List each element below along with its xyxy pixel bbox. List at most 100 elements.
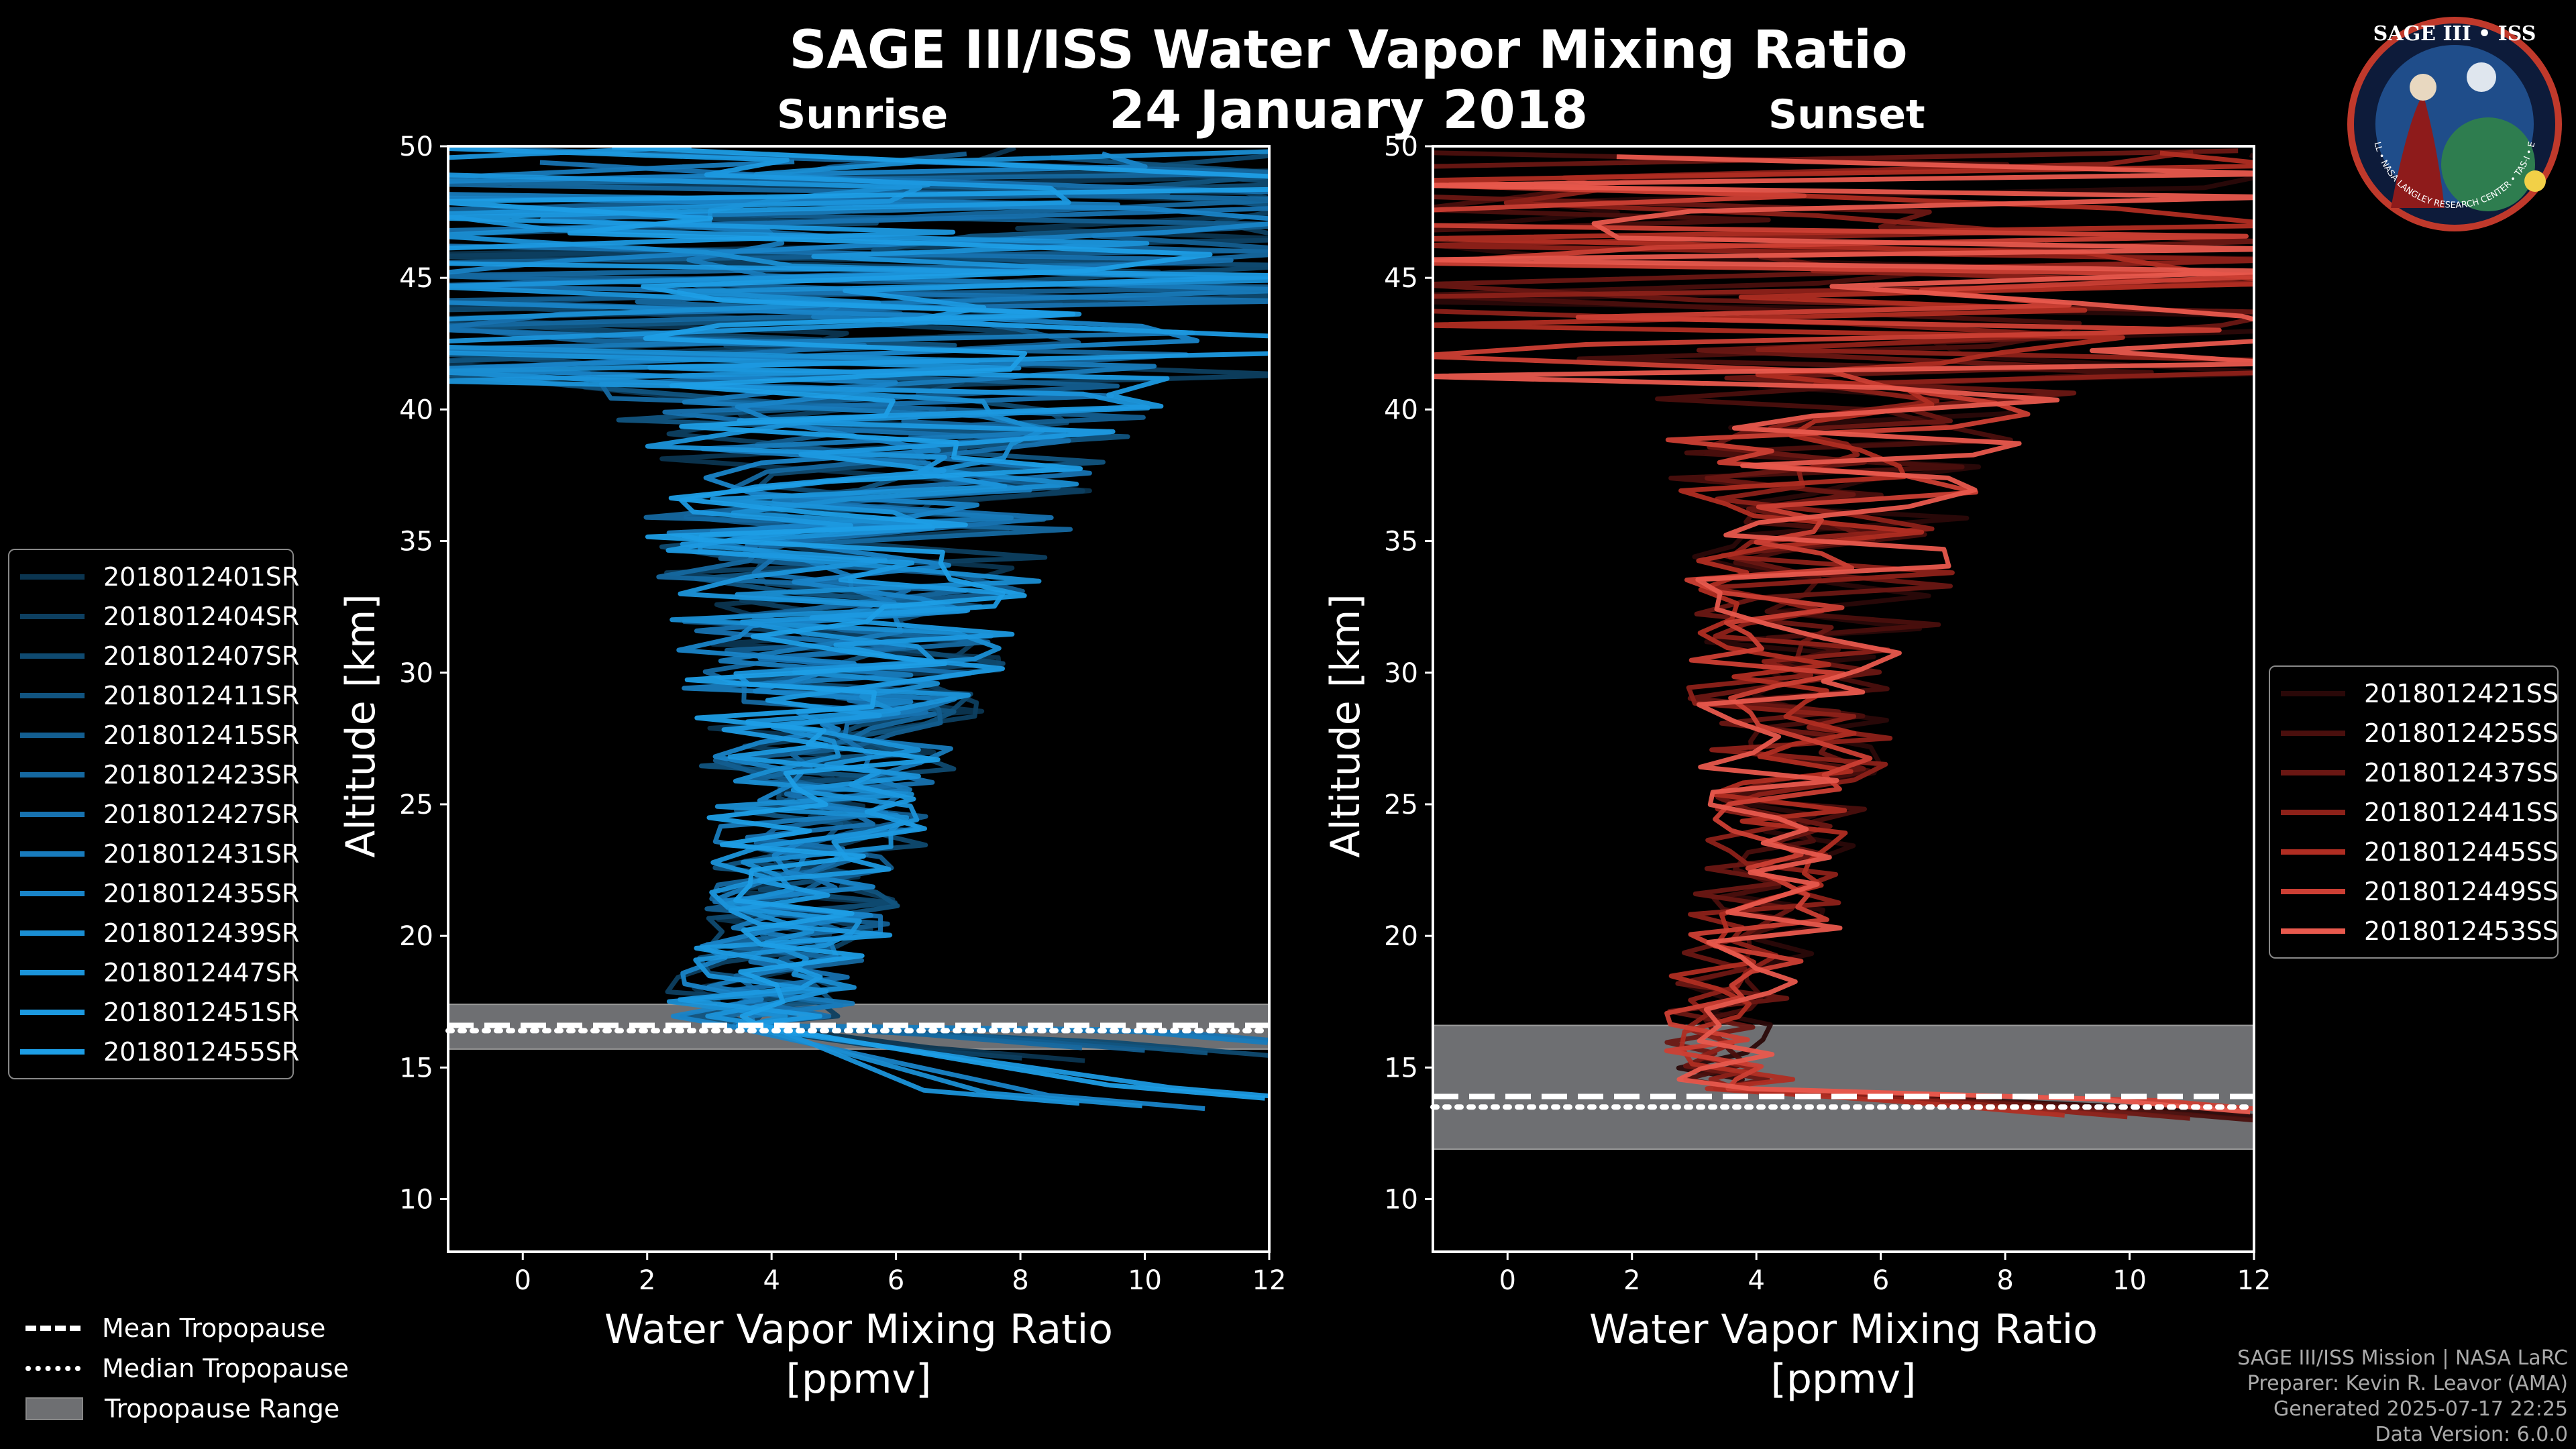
legend-line-icon bbox=[20, 692, 85, 698]
x-tick-label: 10 bbox=[2112, 1265, 2147, 1296]
legend-item-label: 2018012447SR bbox=[103, 957, 300, 987]
legend-line-icon bbox=[20, 732, 85, 738]
footer-data-version: Data Version: 6.0.0 bbox=[2375, 1423, 2568, 1446]
figure-title: SAGE III/ISS Water Vapor Mixing Ratio bbox=[789, 20, 1908, 80]
x-tick-label: 0 bbox=[1499, 1265, 1516, 1296]
y-tick-label: 25 bbox=[399, 790, 433, 820]
legend-item-2018012445SS: 2018012445SS bbox=[2281, 832, 2559, 871]
x-tick-label: 10 bbox=[1128, 1265, 1162, 1296]
axes-frame bbox=[447, 145, 1271, 1253]
legend-item-2018012435SR: 2018012435SR bbox=[20, 873, 299, 913]
legend-line-icon bbox=[2281, 690, 2345, 696]
legend-line-icon bbox=[20, 771, 85, 777]
legend-item-label: 2018012451SR bbox=[103, 997, 300, 1027]
legend-item-label: 2018012453SS bbox=[2364, 916, 2559, 946]
legend-item-2018012404SR: 2018012404SR bbox=[20, 596, 299, 636]
x-tick-label: 2 bbox=[639, 1265, 655, 1296]
logo-sun-icon bbox=[2524, 170, 2546, 192]
sunset-panel-title: Sunset bbox=[1768, 91, 1925, 138]
legend-item-2018012411SR: 2018012411SR bbox=[20, 676, 299, 715]
legend-item-2018012427SR: 2018012427SR bbox=[20, 794, 299, 834]
legend-item-label: 2018012401SR bbox=[103, 561, 300, 592]
legend-item-2018012451SR: 2018012451SR bbox=[20, 992, 299, 1032]
legend-mean-label: Mean Tropopause bbox=[102, 1313, 326, 1343]
footer-credits: SAGE III/ISS Mission | NASA LaRC Prepare… bbox=[2237, 1346, 2568, 1448]
x-axis-unit-label: [ppmv] bbox=[1771, 1356, 1917, 1403]
y-tick-label: 50 bbox=[1384, 131, 1418, 162]
legend-item-2018012453SS: 2018012453SS bbox=[2281, 911, 2559, 951]
x-tick-label: 4 bbox=[1748, 1265, 1764, 1296]
legend-median-label: Median Tropopause bbox=[102, 1354, 349, 1383]
legend-line-icon bbox=[2281, 928, 2345, 934]
legend-line-icon bbox=[20, 613, 85, 619]
axes-frame bbox=[1432, 145, 2255, 1253]
profile-line-2018012453SS bbox=[1433, 154, 2254, 1115]
legend-item-label: 2018012439SR bbox=[103, 918, 300, 948]
legend-item-label: 2018012441SS bbox=[2364, 797, 2559, 827]
y-tick-label: 30 bbox=[399, 658, 433, 689]
y-tick-label: 50 bbox=[399, 131, 433, 162]
legend-tropopause-range: Tropopause Range bbox=[25, 1389, 349, 1429]
x-tick-label: 8 bbox=[1012, 1265, 1028, 1296]
legend-item-2018012455SR: 2018012455SR bbox=[20, 1032, 299, 1071]
y-tick-label: 15 bbox=[1384, 1053, 1418, 1083]
legend-item-label: 2018012427SR bbox=[103, 799, 300, 829]
profile-line-2018012447SR bbox=[448, 146, 1150, 1106]
y-tick-label: 10 bbox=[399, 1185, 433, 1216]
legend-item-2018012439SR: 2018012439SR bbox=[20, 913, 299, 953]
legend-line-icon bbox=[2281, 769, 2345, 775]
x-tick-label: 0 bbox=[515, 1265, 531, 1296]
x-tick-label: 12 bbox=[1252, 1265, 1287, 1296]
legend-item-label: 2018012437SS bbox=[2364, 757, 2559, 788]
y-tick-label: 35 bbox=[1384, 527, 1418, 557]
legend-line-icon bbox=[2281, 809, 2345, 815]
sunrise-legend: 2018012401SR 2018012404SR 2018012407SR 2018… bbox=[8, 549, 299, 1079]
y-tick-label: 40 bbox=[1384, 394, 1418, 425]
legend-line-icon bbox=[2281, 730, 2345, 736]
dashed-line-icon bbox=[25, 1326, 80, 1331]
y-tick-label: 35 bbox=[399, 527, 433, 557]
footer-preparer: Preparer: Kevin R. Leavor (AMA) bbox=[2247, 1372, 2568, 1395]
legend-line-icon bbox=[2281, 849, 2345, 855]
y-tick-label: 30 bbox=[1384, 658, 1418, 689]
logo-head-icon bbox=[2410, 74, 2436, 101]
legend-mean-tropopause: Mean Tropopause bbox=[25, 1308, 349, 1348]
legend-range-label: Tropopause Range bbox=[105, 1394, 340, 1424]
legend-item-label: 2018012423SR bbox=[103, 759, 300, 790]
y-tick-label: 10 bbox=[1384, 1185, 1418, 1216]
logo-moon-icon bbox=[2467, 62, 2496, 92]
logo-top-text: SAGE III • ISS bbox=[2373, 22, 2536, 46]
x-tick-label: 6 bbox=[888, 1265, 904, 1296]
profile-line-2018012449SS bbox=[1433, 183, 2254, 1112]
legend-item-2018012437SS: 2018012437SS bbox=[2281, 753, 2559, 792]
legend-line-icon bbox=[20, 930, 85, 936]
y-tick-label: 15 bbox=[399, 1053, 433, 1083]
legend-item-2018012431SR: 2018012431SR bbox=[20, 834, 299, 873]
sunset-legend: 2018012421SS 2018012425SS 2018012437SS 2018… bbox=[2269, 665, 2559, 959]
profile-lines bbox=[1433, 148, 2254, 1123]
legend-line-icon bbox=[2281, 888, 2345, 894]
legend-median-tropopause: Median Tropopause bbox=[25, 1348, 349, 1389]
legend-item-label: 2018012407SR bbox=[103, 641, 300, 671]
profile-line-2018012451SR bbox=[448, 146, 1269, 1099]
x-tick-label: 8 bbox=[1996, 1265, 2013, 1296]
y-axis-label: Altitude [km] bbox=[337, 594, 384, 858]
sage-iii-iss-mission-logo: SAGE III • ISS BALL • NASA LANGLEY RESEA… bbox=[2344, 13, 2562, 231]
y-tick-label: 20 bbox=[399, 921, 433, 952]
range-swatch-icon bbox=[25, 1397, 83, 1420]
sunset-panel: 0 2 4 6 8 10 12 10 15 20 25 30 35 40 45 50 Water Vapor M… bbox=[1322, 131, 2271, 1403]
legend-item-2018012447SR: 2018012447SR bbox=[20, 953, 299, 992]
footer-mission: SAGE III/ISS Mission | NASA LaRC bbox=[2237, 1346, 2568, 1370]
legend-item-2018012449SS: 2018012449SS bbox=[2281, 871, 2559, 911]
x-axis-label: Water Vapor Mixing Ratio bbox=[604, 1306, 1113, 1353]
legend-item-label: 2018012445SS bbox=[2364, 837, 2559, 867]
legend-item-2018012401SR: 2018012401SR bbox=[20, 557, 299, 596]
legend-item-label: 2018012404SR bbox=[103, 601, 300, 631]
legend-item-2018012423SR: 2018012423SR bbox=[20, 755, 299, 794]
legend-item-label: 2018012415SR bbox=[103, 720, 300, 750]
x-axis-label: Water Vapor Mixing Ratio bbox=[1589, 1306, 2098, 1353]
y-tick-label: 45 bbox=[399, 263, 433, 294]
logo-earth-icon bbox=[2441, 117, 2535, 211]
